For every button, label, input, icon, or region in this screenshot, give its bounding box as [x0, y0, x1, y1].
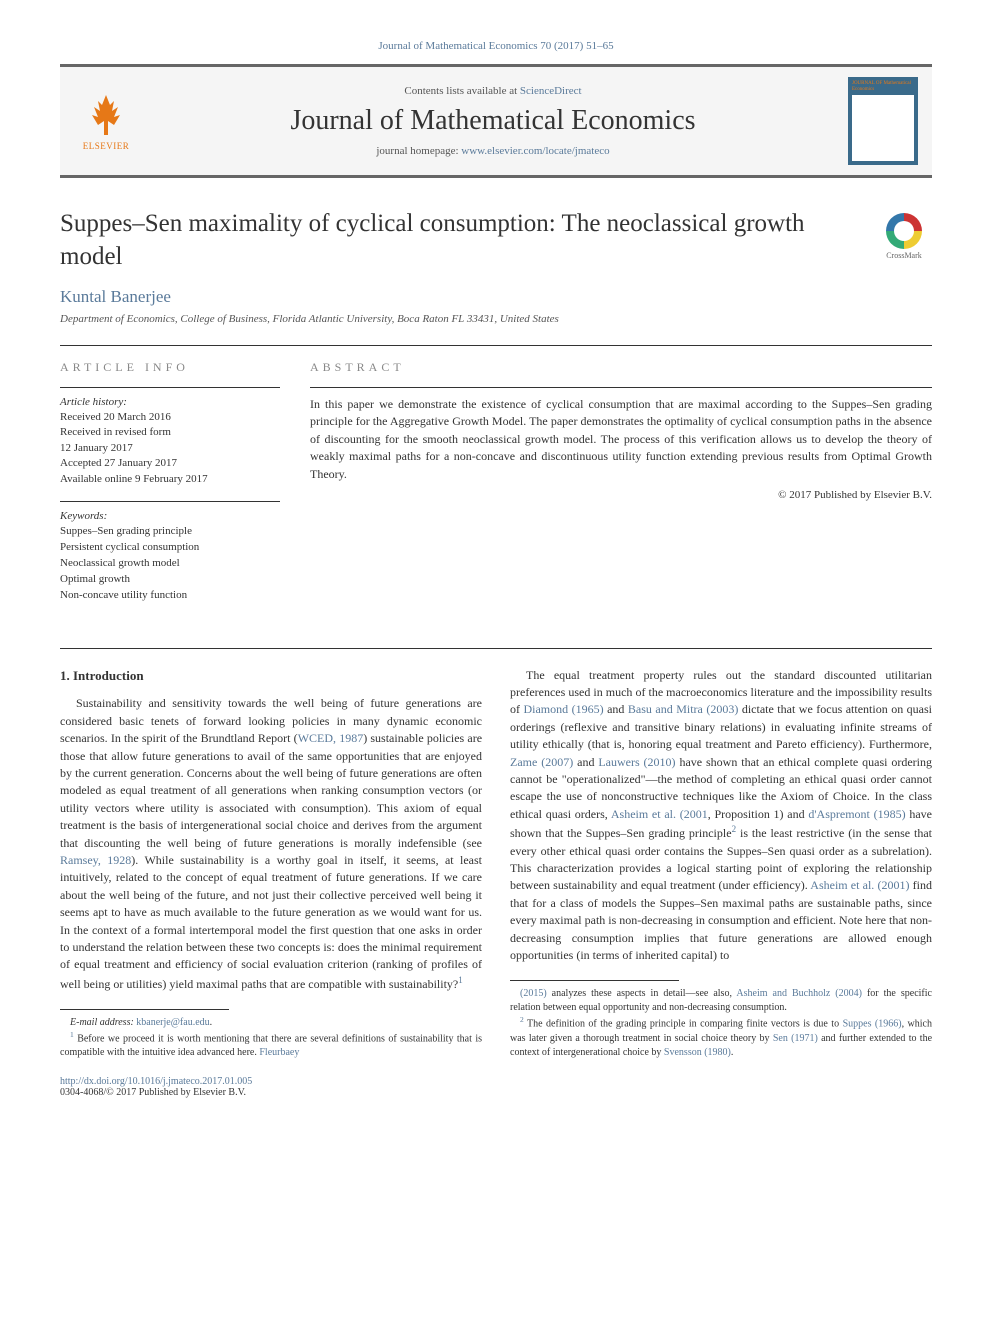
citation-link[interactable]: Asheim et al. (2001): [810, 878, 909, 892]
body-paragraph: Sustainability and sensitivity towards t…: [60, 695, 482, 993]
citation-link[interactable]: d'Aspremont (1985): [808, 807, 905, 821]
sciencedirect-link[interactable]: ScienceDirect: [520, 85, 582, 97]
info-label: article info: [60, 360, 280, 375]
homepage-link[interactable]: www.elsevier.com/locate/jmateco: [461, 145, 609, 157]
journal-title: Journal of Mathematical Economics: [154, 105, 832, 137]
citation-link[interactable]: Asheim and Buchholz (2004): [736, 988, 862, 999]
footnote-1-cont: (2015) analyzes these aspects in detail—…: [510, 987, 932, 1015]
citation-line: Journal of Mathematical Economics 70 (20…: [60, 40, 932, 52]
doi-link[interactable]: http://dx.doi.org/10.1016/j.jmateco.2017…: [60, 1076, 252, 1087]
citation-link[interactable]: Journal of Mathematical Economics 70 (20…: [378, 40, 613, 52]
elsevier-tree-icon: [82, 91, 130, 139]
footnote-separator: [60, 1009, 229, 1016]
history-head: Article history:: [60, 396, 280, 408]
issn-line: 0304-4068/© 2017 Published by Elsevier B…: [60, 1087, 246, 1098]
footnote-2: 2 The definition of the grading principl…: [510, 1015, 932, 1059]
citation-link[interactable]: Svensson (1980): [664, 1047, 731, 1058]
keywords-block: Keywords: Suppes–Sen grading principle P…: [60, 501, 280, 604]
article-title: Suppes–Sen maximality of cyclical consum…: [60, 208, 864, 273]
elsevier-label: ELSEVIER: [83, 141, 130, 151]
citation-link[interactable]: WCED, 1987: [298, 731, 364, 745]
keyword: Non-concave utility function: [60, 588, 280, 604]
info-abstract-row: article info Article history: Received 2…: [60, 345, 932, 618]
homepage-prefix: journal homepage:: [376, 145, 461, 157]
citation-link[interactable]: Suppes (1966): [843, 1019, 902, 1030]
title-row: Suppes–Sen maximality of cyclical consum…: [60, 208, 932, 273]
history-block: Article history: Received 20 March 2016 …: [60, 387, 280, 487]
history-line: Received 20 March 2016: [60, 410, 280, 425]
keyword: Neoclassical growth model: [60, 556, 280, 572]
email-label: E-mail address:: [70, 1017, 136, 1028]
homepage-line: journal homepage: www.elsevier.com/locat…: [154, 145, 832, 157]
citation-link[interactable]: Ramsey, 1928: [60, 853, 131, 867]
header-box: ELSEVIER Contents lists available at Sci…: [60, 64, 932, 178]
history-line: 12 January 2017: [60, 441, 280, 456]
footnote-separator: [510, 980, 679, 987]
citation-link[interactable]: Basu and Mitra (2003): [628, 702, 738, 716]
abstract-column: abstract In this paper we demonstrate th…: [310, 360, 932, 618]
abstract-text: In this paper we demonstrate the existen…: [310, 387, 932, 483]
keyword: Optimal growth: [60, 572, 280, 588]
left-column: 1. Introduction Sustainability and sensi…: [60, 667, 482, 1061]
body-paragraph: The equal treatment property rules out t…: [510, 667, 932, 965]
history-line: Received in revised form: [60, 425, 280, 440]
section-heading: 1. Introduction: [60, 667, 482, 686]
cover-title: JOURNAL OF Mathematical Economics: [852, 81, 914, 93]
header-center: Contents lists available at ScienceDirec…: [154, 85, 832, 157]
author-name: Kuntal Banerjee: [60, 287, 171, 306]
citation-link[interactable]: Lauwers (2010): [598, 755, 675, 769]
footnote-marker: 2: [520, 1015, 524, 1024]
footnote-1: 1 Before we proceed it is worth mentioni…: [60, 1030, 482, 1060]
elsevier-logo[interactable]: ELSEVIER: [74, 85, 138, 157]
cover-body: [852, 95, 914, 161]
history-line: Accepted 27 January 2017: [60, 456, 280, 471]
citation-link[interactable]: Zame (2007): [510, 755, 573, 769]
body-columns: 1. Introduction Sustainability and sensi…: [60, 648, 932, 1061]
keywords-head: Keywords:: [60, 510, 280, 522]
contents-prefix: Contents lists available at: [404, 85, 519, 97]
citation-link[interactable]: Asheim et al. (2001: [611, 807, 708, 821]
email-link[interactable]: kbanerje@fau.edu: [136, 1017, 209, 1028]
affiliation: Department of Economics, College of Busi…: [60, 313, 932, 325]
journal-cover-thumbnail[interactable]: JOURNAL OF Mathematical Economics: [848, 77, 918, 165]
abstract-label: abstract: [310, 360, 932, 375]
crossmark-icon: [886, 213, 922, 249]
email-footnote: E-mail address: kbanerje@fau.edu.: [60, 1016, 482, 1030]
crossmark-label: CrossMark: [886, 251, 922, 260]
author[interactable]: Kuntal Banerjee: [60, 287, 932, 307]
footnote-ref[interactable]: 1: [458, 975, 463, 985]
crossmark-badge[interactable]: CrossMark: [876, 208, 932, 264]
article-info-column: article info Article history: Received 2…: [60, 360, 280, 618]
contents-line: Contents lists available at ScienceDirec…: [154, 85, 832, 97]
citation-link[interactable]: (2015): [520, 988, 547, 999]
footnote-marker: 1: [70, 1030, 74, 1039]
abstract-copyright: © 2017 Published by Elsevier B.V.: [310, 489, 932, 501]
citation-link[interactable]: Diamond (1965): [523, 702, 603, 716]
history-line: Available online 9 February 2017: [60, 472, 280, 487]
right-column: The equal treatment property rules out t…: [510, 667, 932, 1061]
citation-link[interactable]: Sen (1971): [773, 1033, 818, 1044]
keyword: Suppes–Sen grading principle: [60, 524, 280, 540]
citation-link[interactable]: Fleurbaey: [259, 1047, 299, 1058]
keyword: Persistent cyclical consumption: [60, 540, 280, 556]
page-footer: http://dx.doi.org/10.1016/j.jmateco.2017…: [60, 1076, 932, 1098]
page: Journal of Mathematical Economics 70 (20…: [0, 0, 992, 1118]
